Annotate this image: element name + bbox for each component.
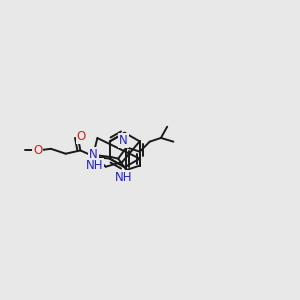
Text: O: O	[33, 144, 43, 157]
Text: O: O	[77, 130, 86, 143]
Text: NH: NH	[115, 171, 132, 184]
Text: NH: NH	[86, 159, 103, 172]
Text: N: N	[119, 134, 128, 147]
Text: N: N	[89, 148, 98, 161]
